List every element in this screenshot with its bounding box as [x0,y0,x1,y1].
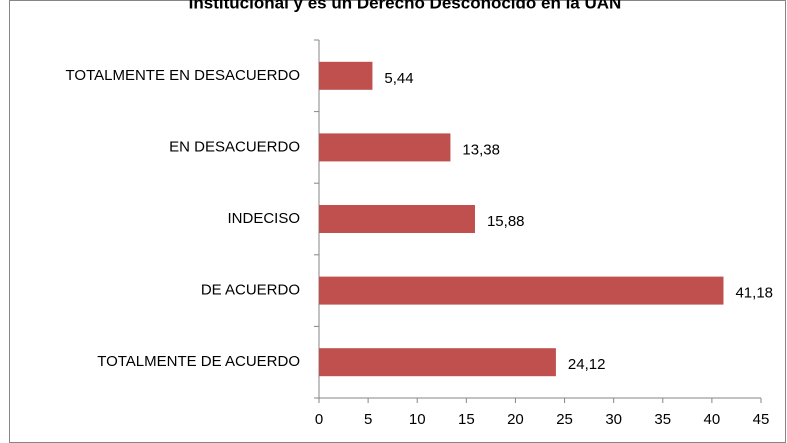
x-tick-label: 0 [315,411,323,428]
x-tick-label: 40 [704,411,721,428]
x-tick-label: 25 [556,411,573,428]
bar [319,133,451,162]
x-tick-label: 5 [364,411,372,428]
y-tick-label: DE ACUERDO [201,282,300,299]
data-label: 13,38 [462,141,500,158]
x-tick-label: 15 [458,411,475,428]
chart-title: Institucional y es un Derecho Desconocid… [189,0,622,12]
y-tick-label: TOTALMENTE EN DESACUERDO [66,67,300,84]
data-label: 41,18 [735,285,773,302]
x-tick-label: 20 [507,411,524,428]
data-label: 15,88 [487,213,525,230]
bar [319,276,724,305]
data-label: 24,12 [568,356,606,373]
y-tick-label: INDECISO [227,210,300,227]
y-tick-label: TOTALMENTE DE ACUERDO [97,353,300,370]
data-label: 5,44 [384,70,413,87]
x-tick-label: 35 [654,411,671,428]
x-tick-label: 10 [409,411,426,428]
bar [319,205,475,233]
y-tick-label: EN DESACUERDO [169,138,300,155]
x-tick-label: 45 [753,411,770,428]
x-tick-label: 30 [605,411,622,428]
bar [319,61,373,90]
bar [319,348,556,377]
